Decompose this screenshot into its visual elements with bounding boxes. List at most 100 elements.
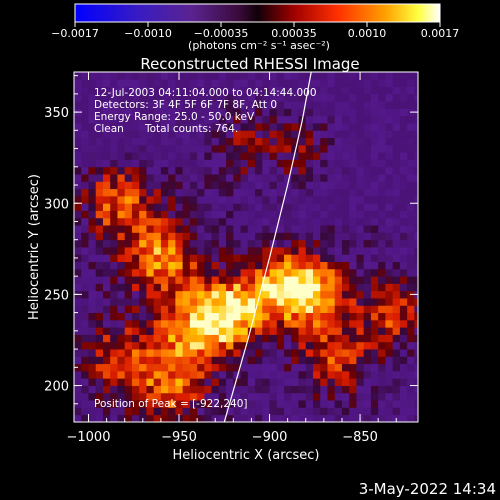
heatmap-cell — [291, 159, 299, 168]
heatmap-cell — [153, 378, 162, 386]
heatmap-cell — [211, 210, 220, 219]
heatmap-cell — [320, 276, 328, 284]
heatmap-cell — [284, 378, 292, 386]
heatmap-cell — [197, 378, 205, 386]
heatmap-cell — [262, 239, 270, 248]
heatmap-cell — [341, 130, 350, 139]
heatmap-cell — [233, 407, 241, 416]
heatmap-cell — [124, 232, 133, 241]
heatmap-cell — [291, 203, 299, 211]
heatmap-cell — [312, 261, 321, 270]
heatmap-cell — [370, 319, 379, 328]
heatmap-cell — [139, 188, 147, 197]
heatmap-cell — [182, 115, 191, 124]
heatmap-cell — [74, 166, 82, 175]
heatmap-cell — [124, 414, 133, 422]
heatmap-cell — [349, 414, 357, 422]
heatmap-cell — [146, 203, 155, 211]
heatmap-cell — [117, 174, 126, 182]
heatmap-cell — [327, 334, 336, 343]
heatmap-cell — [407, 225, 415, 233]
heatmap-cell — [131, 290, 140, 299]
heatmap-cell — [276, 407, 285, 416]
heatmap-cell — [255, 101, 263, 109]
heatmap-cell — [363, 166, 372, 175]
heatmap-cell — [262, 378, 270, 386]
heatmap-cell — [247, 392, 256, 401]
heatmap-cell — [88, 144, 97, 153]
heatmap-cell — [117, 370, 126, 379]
heatmap-cell — [305, 232, 314, 241]
heatmap-cell — [298, 400, 307, 408]
heatmap-cell — [95, 195, 104, 204]
heatmap-cell — [341, 254, 350, 262]
heatmap-cell — [392, 210, 401, 219]
heatmap-cell — [153, 137, 162, 146]
heatmap-cell — [131, 363, 140, 372]
heatmap-cell — [385, 247, 394, 255]
heatmap-cell — [197, 290, 205, 299]
heatmap-cell — [334, 101, 343, 109]
heatmap-cell — [74, 268, 82, 277]
heatmap-cell — [291, 239, 299, 248]
heatmap-cell — [269, 392, 278, 401]
heatmap-cell — [74, 334, 82, 343]
heatmap-cell — [392, 276, 401, 284]
heatmap-cell — [349, 115, 357, 124]
heatmap-cell — [407, 407, 415, 416]
heatmap-cell — [233, 334, 241, 343]
heatmap-cell — [356, 363, 365, 372]
heatmap-cell — [269, 159, 278, 168]
heatmap-cell — [414, 188, 418, 197]
heatmap-cell — [385, 86, 394, 95]
heatmap-cell — [399, 356, 408, 365]
heatmap-cell — [298, 144, 307, 153]
heatmap-cell — [131, 152, 140, 160]
heatmap-cell — [370, 363, 379, 372]
heatmap-cell — [110, 276, 118, 284]
heatmap-cell — [218, 283, 227, 292]
heatmap-cell — [269, 283, 278, 292]
heatmap-cell — [211, 137, 220, 146]
heatmap-cell — [131, 378, 140, 386]
heatmap-cell — [262, 152, 270, 160]
heatmap-cell — [160, 370, 169, 379]
heatmap-cell — [341, 232, 350, 241]
heatmap-cell — [131, 166, 140, 175]
heatmap-cell — [88, 385, 97, 394]
heatmap-cell — [74, 319, 82, 328]
heatmap-cell — [334, 181, 343, 190]
heatmap-cell — [74, 188, 82, 197]
heatmap-cell — [378, 181, 386, 190]
heatmap-cell — [370, 232, 379, 241]
heatmap-cell — [240, 239, 249, 248]
heatmap-cell — [226, 356, 234, 365]
heatmap-cell — [363, 385, 372, 394]
heatmap-cell — [74, 370, 82, 379]
heatmap-cell — [392, 79, 401, 87]
heatmap-cell — [139, 239, 147, 248]
heatmap-cell — [182, 319, 191, 328]
heatmap-cell — [211, 305, 220, 314]
heatmap-cell — [226, 414, 234, 422]
heatmap-cell — [255, 290, 263, 299]
heatmap-cell — [370, 203, 379, 211]
heatmap-cell — [124, 392, 133, 401]
annotation-peak: Position of Peak = [-922,240] — [94, 398, 248, 410]
heatmap-cell — [298, 334, 307, 343]
heatmap-cell — [385, 334, 394, 343]
heatmap-cell — [291, 298, 299, 306]
heatmap-cell — [226, 152, 234, 160]
heatmap-cell — [356, 79, 365, 87]
heatmap-cell — [175, 378, 184, 386]
heatmap-cell — [378, 254, 386, 262]
heatmap-cell — [334, 225, 343, 233]
heatmap-cell — [95, 152, 104, 160]
heatmap-cell — [305, 349, 314, 357]
heatmap-cell — [312, 392, 321, 401]
heatmap-cell — [407, 137, 415, 146]
heatmap-cell — [131, 86, 140, 95]
heatmap-cell — [110, 108, 118, 117]
heatmap-cell — [226, 247, 234, 255]
x-tick-label: −950 — [161, 430, 197, 445]
